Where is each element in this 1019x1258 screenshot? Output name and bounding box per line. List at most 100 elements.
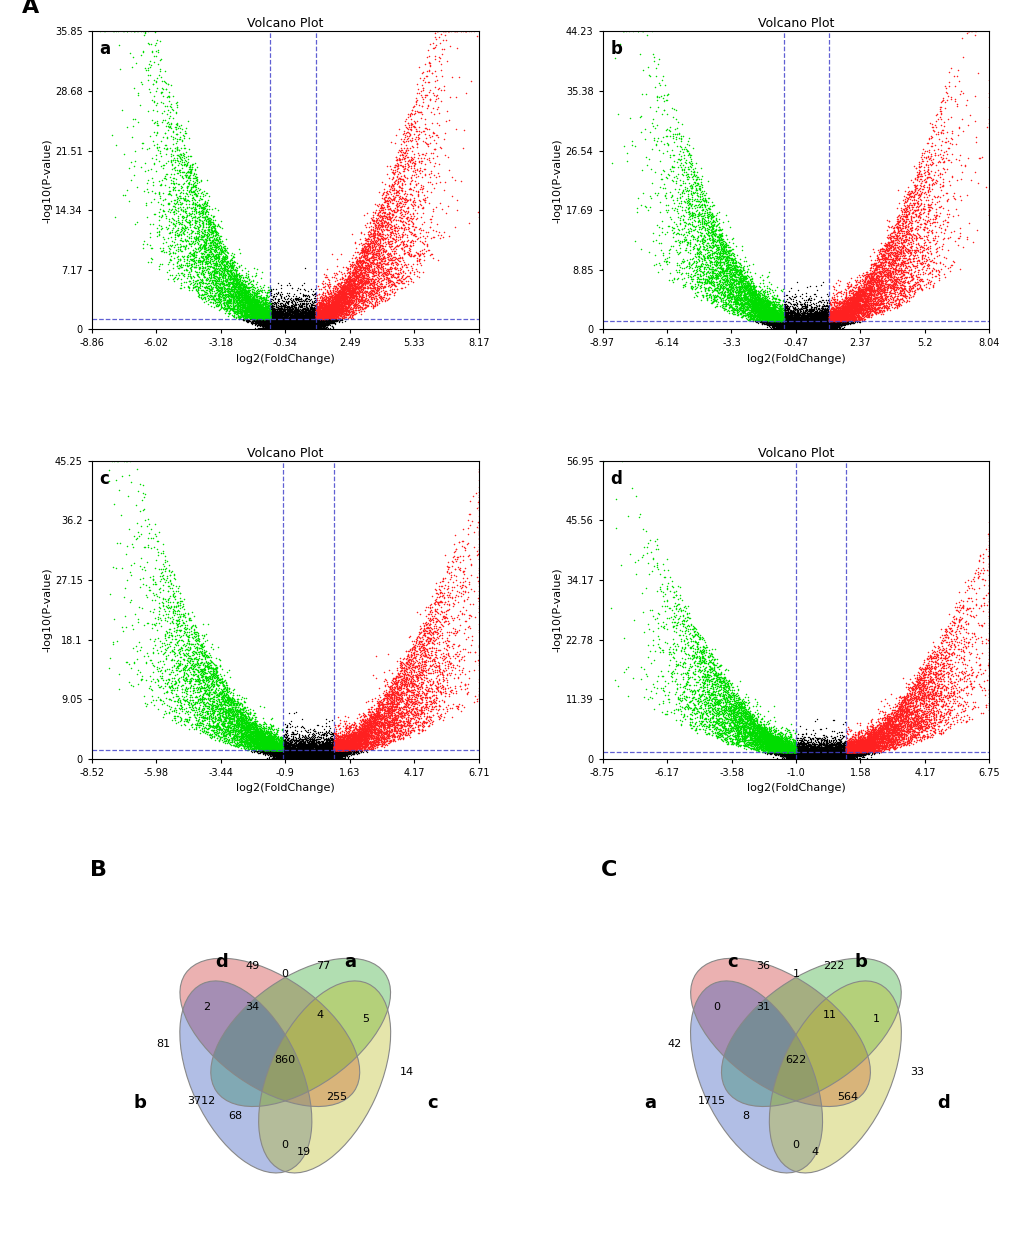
Point bbox=[273, 743, 289, 764]
Point bbox=[773, 736, 790, 756]
Point bbox=[867, 267, 883, 287]
Point bbox=[742, 301, 758, 321]
Point bbox=[263, 737, 279, 757]
Point bbox=[802, 318, 818, 338]
Point bbox=[789, 747, 805, 767]
Point bbox=[384, 272, 400, 292]
Point bbox=[840, 738, 856, 759]
Point bbox=[828, 741, 845, 761]
Point bbox=[306, 312, 322, 332]
Point bbox=[777, 743, 794, 764]
Point bbox=[762, 298, 779, 318]
Point bbox=[284, 311, 301, 331]
Point bbox=[345, 727, 362, 747]
Point bbox=[801, 318, 817, 338]
Point bbox=[308, 743, 324, 764]
Point bbox=[278, 732, 294, 752]
Point bbox=[275, 317, 291, 337]
Point bbox=[292, 746, 309, 766]
Point bbox=[207, 223, 223, 243]
Point bbox=[256, 297, 272, 317]
Point bbox=[883, 715, 900, 735]
Point bbox=[781, 740, 797, 760]
Point bbox=[704, 289, 720, 309]
Point bbox=[758, 296, 774, 316]
Point bbox=[796, 749, 812, 769]
Point bbox=[808, 747, 824, 767]
Point bbox=[299, 314, 315, 335]
Point bbox=[185, 231, 202, 252]
Point bbox=[292, 318, 309, 338]
Point bbox=[277, 317, 293, 337]
Point bbox=[775, 320, 792, 340]
Point bbox=[392, 706, 409, 726]
Point bbox=[163, 671, 179, 691]
Point bbox=[900, 689, 916, 710]
Point bbox=[292, 747, 309, 767]
Point bbox=[820, 747, 837, 767]
Point bbox=[374, 694, 390, 715]
Point bbox=[177, 118, 194, 138]
Point bbox=[800, 747, 816, 767]
Point bbox=[812, 303, 828, 323]
Point bbox=[364, 211, 380, 231]
Point bbox=[232, 281, 249, 301]
Point bbox=[303, 308, 319, 328]
Point bbox=[816, 317, 833, 337]
Point bbox=[784, 314, 800, 335]
Point bbox=[262, 302, 278, 322]
Point bbox=[303, 312, 319, 332]
Point bbox=[784, 306, 800, 326]
Point bbox=[682, 638, 698, 658]
Point bbox=[816, 749, 833, 769]
Point bbox=[855, 745, 871, 765]
Point bbox=[792, 743, 808, 764]
Point bbox=[300, 747, 316, 767]
Point bbox=[313, 745, 329, 765]
Point bbox=[708, 678, 725, 698]
Point bbox=[270, 742, 286, 762]
Point bbox=[358, 735, 374, 755]
Point bbox=[285, 320, 302, 340]
Point bbox=[197, 257, 213, 277]
Point bbox=[408, 88, 424, 108]
Point bbox=[784, 316, 800, 336]
Point bbox=[884, 730, 901, 750]
Point bbox=[792, 749, 808, 769]
Point bbox=[790, 743, 806, 764]
Point bbox=[799, 317, 815, 337]
Point bbox=[761, 303, 777, 323]
Point bbox=[790, 746, 806, 766]
Point bbox=[866, 738, 882, 759]
Point bbox=[302, 746, 318, 766]
Point bbox=[312, 306, 328, 326]
Point bbox=[308, 747, 324, 767]
Point bbox=[260, 312, 276, 332]
Point bbox=[356, 238, 372, 258]
Point bbox=[319, 747, 335, 767]
Point bbox=[264, 314, 280, 335]
Point bbox=[752, 737, 768, 757]
Point bbox=[362, 723, 378, 743]
Point bbox=[804, 737, 820, 757]
Point bbox=[764, 282, 781, 302]
Point bbox=[371, 237, 387, 257]
Point bbox=[750, 733, 766, 754]
Point bbox=[257, 737, 273, 757]
Point bbox=[292, 311, 309, 331]
Point bbox=[938, 717, 955, 737]
Point bbox=[269, 316, 285, 336]
Point bbox=[306, 747, 322, 767]
Point bbox=[814, 318, 830, 338]
Point bbox=[813, 320, 829, 340]
Point bbox=[284, 318, 301, 338]
Point bbox=[269, 738, 285, 759]
Point bbox=[254, 307, 270, 327]
Point bbox=[795, 749, 811, 769]
Point bbox=[881, 292, 898, 312]
Point bbox=[399, 701, 416, 721]
Point bbox=[287, 318, 304, 338]
Point bbox=[377, 712, 393, 732]
Point bbox=[803, 299, 819, 320]
Point bbox=[773, 737, 790, 757]
